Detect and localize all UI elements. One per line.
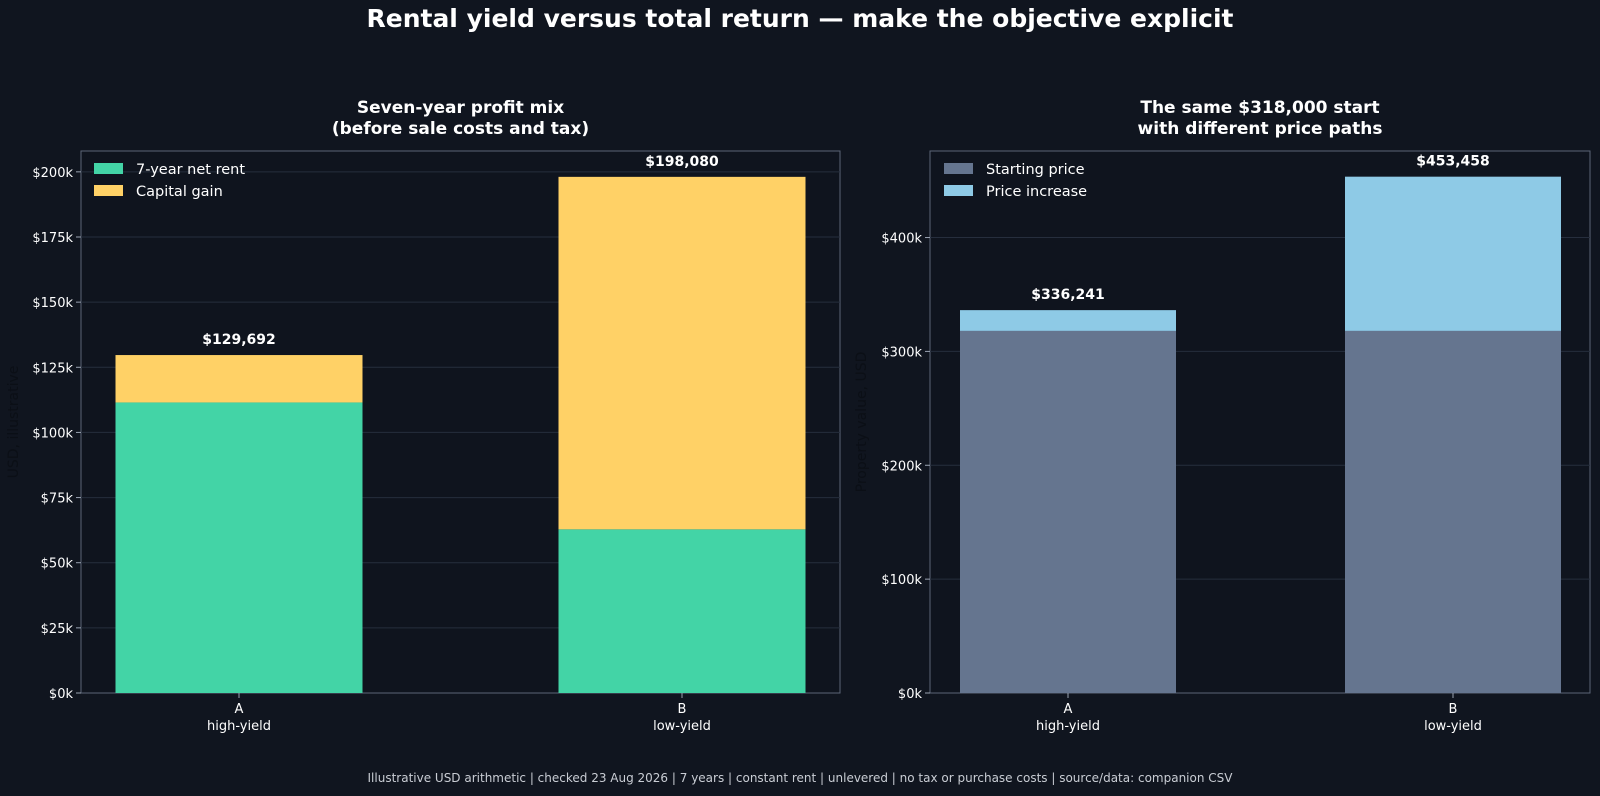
subplot-title: Seven-year profit mix	[357, 98, 564, 118]
legend-label: Price increase	[986, 184, 1087, 200]
y-tick-label: $150k	[32, 296, 73, 311]
legend-label: Starting price	[986, 162, 1085, 178]
y-tick-label: $75k	[41, 492, 74, 507]
y-tick-label: $50k	[41, 557, 74, 572]
total-label: $336,241	[1031, 287, 1105, 303]
right-chart-panel: $0k $100k $200k $300k $400k Property value, U…	[854, 98, 1591, 734]
legend-swatch	[94, 185, 123, 196]
total-label: $453,458	[1416, 154, 1490, 170]
x-tick-label: low-yield	[653, 719, 711, 734]
left-chart-panel: $0k $25k $50k $75k $100k $125k $150k $175k $200k…	[6, 98, 841, 734]
y-tick-label: $0k	[898, 687, 923, 702]
bar-starting-price-1	[1345, 330, 1561, 693]
y-axis-title: Property value, USD	[854, 352, 870, 493]
y-axis-title: USD, illustrative	[6, 366, 22, 479]
y-tick-label: $400k	[881, 232, 922, 247]
total-label: $198,080	[645, 154, 719, 170]
bar-price-increase-1	[1345, 176, 1561, 331]
legend-label: 7-year net rent	[136, 162, 245, 178]
y-tick-label: $0k	[49, 687, 74, 702]
x-tick-label: high-yield	[207, 719, 271, 734]
y-tick-label: $100k	[881, 573, 922, 588]
subplot-title: (before sale costs and tax)	[332, 119, 589, 139]
y-tick-label: $100k	[32, 426, 73, 441]
x-tick-label: A	[235, 702, 244, 717]
bar-7-year-net-rent-0	[115, 402, 363, 693]
footer-note: Illustrative USD arithmetic | checked 23…	[367, 771, 1233, 785]
legend-swatch	[944, 185, 973, 196]
y-tick-label: $125k	[32, 361, 73, 376]
bar-capital-gain-1	[558, 176, 806, 530]
x-tick-label: B	[678, 702, 687, 717]
bar-starting-price-0	[960, 330, 1176, 693]
bar-price-increase-0	[960, 310, 1176, 331]
y-tick-label: $175k	[32, 231, 73, 246]
subplot-title: The same $318,000 start	[1140, 98, 1379, 118]
x-tick-label: B	[1449, 702, 1458, 717]
legend-swatch	[94, 163, 123, 174]
bar-7-year-net-rent-1	[558, 529, 806, 693]
x-tick-label: high-yield	[1036, 719, 1100, 734]
legend-swatch	[944, 163, 973, 174]
total-label: $129,692	[202, 332, 276, 348]
x-tick-label: low-yield	[1424, 719, 1482, 734]
main-title: Rental yield versus total return — make …	[366, 4, 1234, 33]
legend-label: Capital gain	[136, 184, 223, 200]
subplot-title: with different price paths	[1138, 119, 1383, 139]
y-tick-label: $300k	[881, 345, 922, 360]
bar-capital-gain-0	[115, 355, 363, 403]
x-tick-label: A	[1064, 702, 1073, 717]
y-tick-label: $25k	[41, 622, 74, 637]
y-tick-label: $200k	[881, 459, 922, 474]
y-tick-label: $200k	[32, 166, 73, 181]
